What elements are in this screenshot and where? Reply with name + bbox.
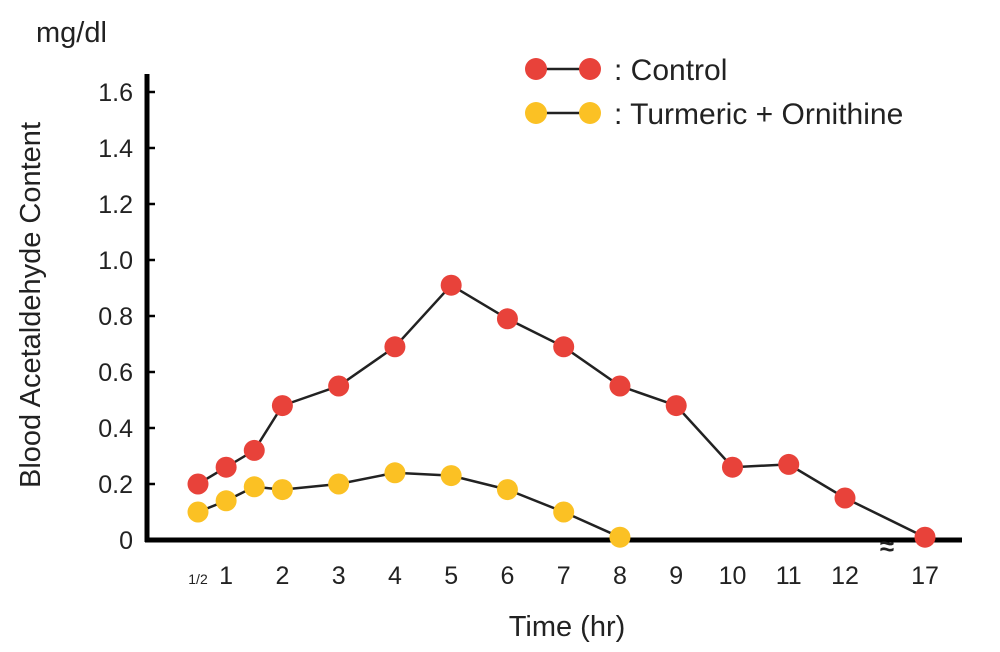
data-point <box>243 439 265 461</box>
x-tick-label: 3 <box>332 562 346 590</box>
legend-label-control: : Control <box>614 54 727 87</box>
series-line <box>197 471 621 539</box>
x-tick-label: 7 <box>557 562 571 590</box>
x-tick-label: 10 <box>719 562 747 590</box>
series-turmeric-ornithine <box>187 462 631 548</box>
data-point <box>440 465 462 487</box>
axes <box>144 74 962 543</box>
legend-item-turmeric-ornithine: : Turmeric + Ornithine <box>525 98 903 131</box>
data-point <box>609 526 631 548</box>
data-point <box>834 487 856 509</box>
y-axis-title: Blood Acetaldehyde Content <box>15 122 47 488</box>
x-tick-label: 2 <box>275 562 289 590</box>
data-point <box>914 526 936 548</box>
y-tick-label: 1.6 <box>98 79 133 107</box>
x-tick-label: 1/2 <box>188 571 208 587</box>
data-point <box>328 473 350 495</box>
data-point <box>440 274 462 296</box>
data-point <box>721 456 743 478</box>
tick-labels: 00.20.40.60.81.01.21.41.61/2 1 2 3 4 5 6 7 8 9 10 1… <box>98 79 939 590</box>
data-point <box>665 395 687 417</box>
x-tick-label: 12 <box>831 562 859 590</box>
data-point <box>187 473 209 495</box>
data-point <box>271 479 293 501</box>
legend-marker-control <box>525 58 547 80</box>
series-line <box>197 283 926 539</box>
data-point <box>187 501 209 523</box>
data-point <box>553 336 575 358</box>
data-point <box>496 479 518 501</box>
legend-marker-turmeric-ornithine <box>525 102 547 124</box>
data-point <box>384 462 406 484</box>
data-point <box>384 336 406 358</box>
x-tick-label: 8 <box>613 562 627 590</box>
data-point <box>553 501 575 523</box>
data-point <box>215 456 237 478</box>
axis-break-mark: ≈ <box>880 531 894 561</box>
y-tick-label: 0.8 <box>98 303 133 331</box>
legend-marker-turmeric-ornithine <box>579 102 601 124</box>
y-tick-label: 1.2 <box>98 191 133 219</box>
x-tick-label: 4 <box>388 562 402 590</box>
data-point <box>243 476 265 498</box>
x-tick-label: 11 <box>776 562 802 590</box>
legend-marker-control <box>579 58 601 80</box>
data-point <box>778 453 800 475</box>
y-tick-label: 0.4 <box>98 415 133 443</box>
x-axis-title: Time (hr) <box>509 611 626 643</box>
y-tick-label: 0.6 <box>98 359 133 387</box>
x-tick-label: 17 <box>911 562 939 590</box>
x-tick-label: 5 <box>444 562 458 590</box>
series-control <box>187 274 936 548</box>
y-tick-label: 1.0 <box>98 247 133 275</box>
y-unit-label: mg/dl <box>36 17 107 49</box>
x-tick-label: 1 <box>219 562 233 590</box>
series-layer <box>187 274 936 548</box>
legend: : Control : Turmeric + Ornithine <box>525 54 903 131</box>
legend-label-turmeric-ornithine: : Turmeric + Ornithine <box>614 98 903 131</box>
y-tick-label: 0.2 <box>98 471 133 499</box>
data-point <box>271 395 293 417</box>
data-point <box>215 490 237 512</box>
data-point <box>609 375 631 397</box>
x-tick-label: 9 <box>669 562 683 590</box>
data-point <box>328 375 350 397</box>
data-point <box>496 308 518 330</box>
y-tick-label: 0 <box>119 527 133 555</box>
legend-item-control: : Control <box>525 54 727 87</box>
x-tick-label: 6 <box>500 562 514 590</box>
y-tick-label: 1.4 <box>98 135 133 163</box>
